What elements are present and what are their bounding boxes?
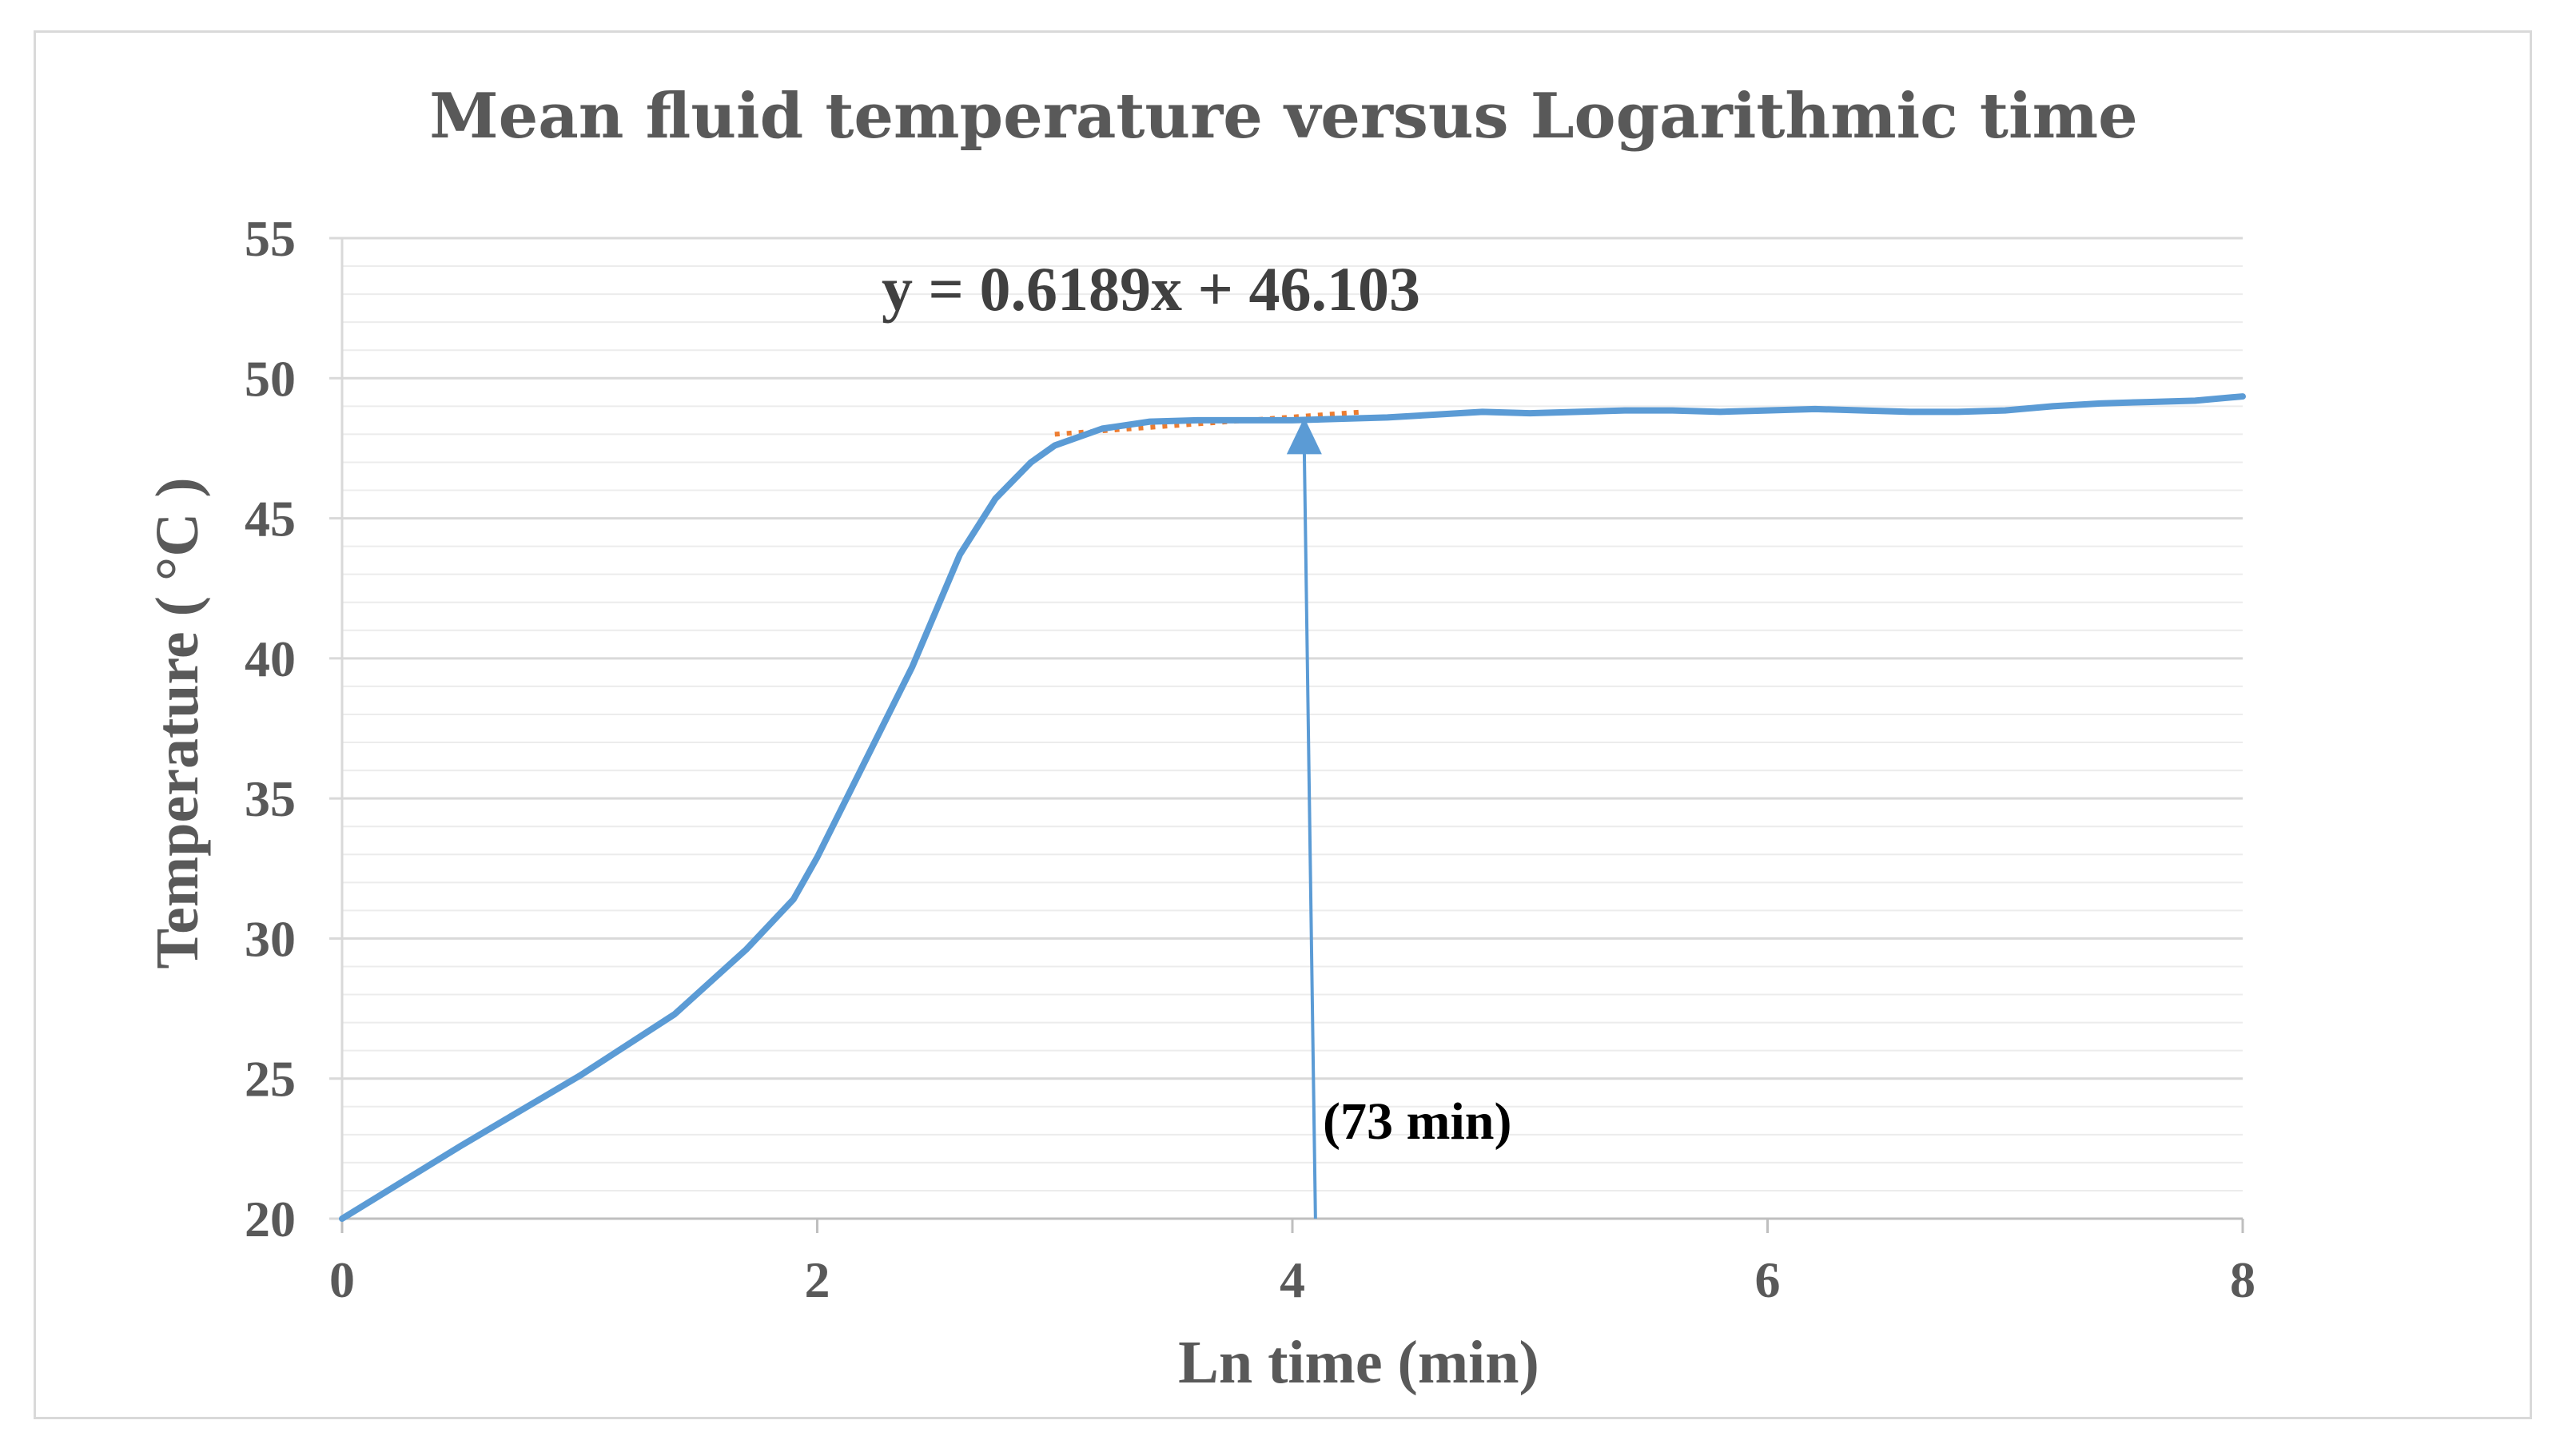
trendline-equation: y = 0.6189x + 46.103 — [882, 254, 1420, 324]
x-tick-label: 4 — [1280, 1251, 1305, 1308]
chart-frame — [34, 30, 2532, 1419]
annotation-label: (73 min) — [1323, 1092, 1511, 1151]
x-axis-label: Ln time (min) — [1178, 1329, 1539, 1396]
x-tick-label: 0 — [329, 1251, 355, 1308]
arrow-shaft — [1302, 449, 1317, 1219]
x-tick-label: 8 — [2230, 1251, 2255, 1308]
y-tick-label: 40 — [245, 631, 296, 687]
y-tick-label: 30 — [245, 910, 296, 967]
y-tick-label: 55 — [245, 210, 296, 267]
y-tick-label: 45 — [245, 491, 296, 547]
gridlines — [342, 237, 2243, 1191]
y-tick-label: 35 — [245, 770, 296, 827]
y-tick-label: 50 — [245, 350, 296, 407]
x-tick-labels: 0 2 4 6 8 — [329, 1251, 2255, 1308]
annotation-arrow — [1286, 417, 1322, 1219]
series-line — [339, 393, 2246, 1222]
chart-title: Mean fluid temperature versus Logarithmi… — [429, 80, 2138, 153]
axes — [329, 237, 2244, 1233]
x-tick-label: 2 — [805, 1251, 830, 1308]
y-tick-label: 25 — [245, 1051, 296, 1108]
y-axis-label: Temperature ( °C ) — [144, 477, 211, 969]
arrow-head — [1286, 417, 1322, 455]
x-tick-label: 6 — [1755, 1251, 1781, 1308]
y-tick-label: 20 — [245, 1191, 296, 1247]
y-tick-labels: 20 25 30 35 40 45 50 55 — [245, 210, 296, 1247]
